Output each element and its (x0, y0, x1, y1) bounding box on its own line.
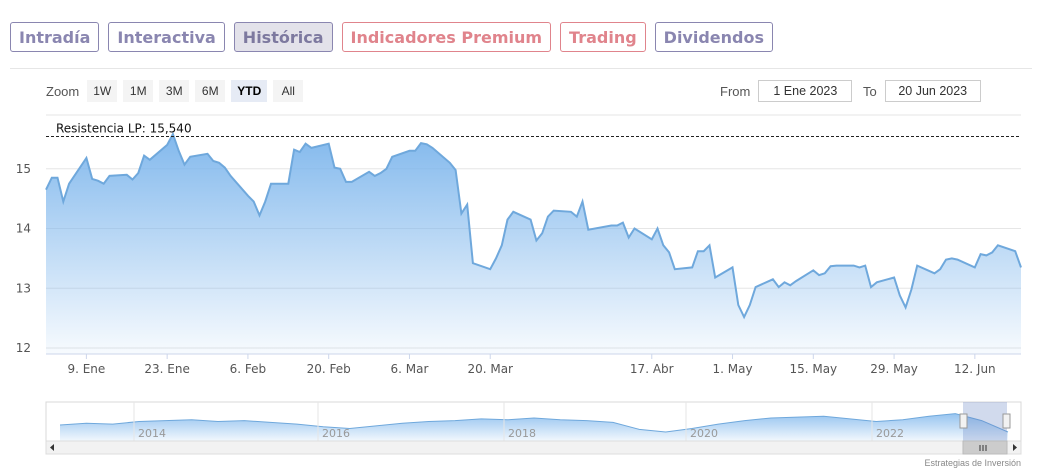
range-from-label: From (720, 83, 751, 99)
zoom-button-all[interactable]: All (273, 80, 304, 102)
zoom-button-1w[interactable]: 1W (87, 80, 118, 102)
zoom-selector: Zoom 1W 1M 3M 6M YTD All (46, 80, 309, 102)
tab-indicadores-premium[interactable]: Indicadores Premium (341, 22, 552, 52)
chart-type-tabs: Intradía Interactiva Histórica Indicadores … (10, 22, 773, 52)
range-to-label: To (863, 83, 877, 99)
tab-intradía[interactable]: Intradía (10, 22, 100, 52)
zoom-button-ytd[interactable]: YTD (231, 80, 268, 102)
range-from: From 1 Ene 2023 (720, 80, 853, 102)
credit-text: Estrategias de Inversión (924, 458, 1021, 468)
tab-dividendos[interactable]: Dividendos (654, 22, 773, 52)
tab-trading[interactable]: Trading (560, 22, 646, 52)
zoom-button-1m[interactable]: 1M (123, 80, 154, 102)
range-from-input[interactable]: 1 Ene 2023 (758, 80, 853, 102)
range-to: To 20 Jun 2023 (863, 80, 981, 102)
chart-frame (10, 68, 1032, 472)
tab-histórica[interactable]: Histórica (233, 22, 333, 52)
zoom-button-3m[interactable]: 3M (159, 80, 190, 102)
zoom-button-6m[interactable]: 6M (195, 80, 226, 102)
range-to-input[interactable]: 20 Jun 2023 (884, 80, 981, 102)
tab-interactiva[interactable]: Interactiva (108, 22, 225, 52)
zoom-label: Zoom (46, 83, 80, 99)
